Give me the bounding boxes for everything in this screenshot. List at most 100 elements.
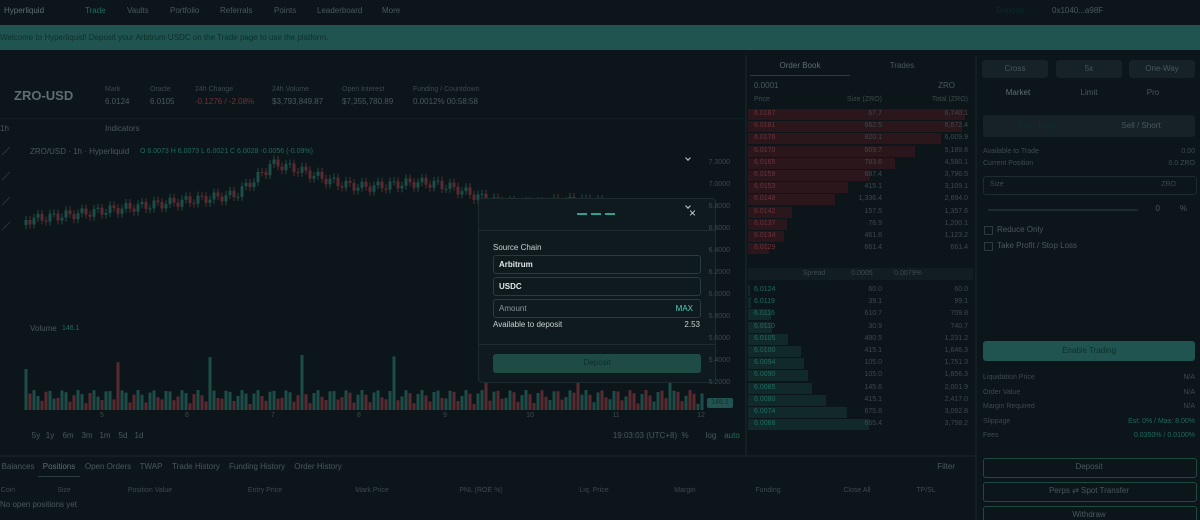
volume-bar	[212, 390, 216, 410]
bottom-tab[interactable]: TWAP	[139, 462, 163, 471]
bottom-tab[interactable]: Positions	[42, 462, 76, 471]
bottom-tab[interactable]: Order History	[294, 462, 342, 471]
nav-link[interactable]: Portfolio	[170, 6, 200, 15]
bottom-tab[interactable]: Balances	[1, 462, 35, 471]
total: 2,694.0	[944, 195, 968, 203]
price: 6.0105	[754, 334, 776, 342]
volume-bar	[24, 369, 28, 410]
nav-link[interactable]: Vaults	[127, 6, 149, 15]
enable-label[interactable]: Enable Trading	[1062, 346, 1116, 355]
candle-body	[108, 205, 112, 214]
timeframe[interactable]: 1m	[99, 431, 111, 440]
candle-body	[400, 185, 404, 189]
unit-select[interactable]: ZRO	[938, 81, 955, 90]
action-button[interactable]	[983, 506, 1197, 520]
asset-select[interactable]	[493, 277, 701, 296]
interval[interactable]: 1h	[0, 124, 9, 133]
volume-bar	[556, 391, 560, 410]
checkbox[interactable]	[984, 226, 993, 235]
column-header: Close All	[843, 487, 871, 494]
timeframe[interactable]: 1d	[134, 431, 144, 440]
buy-label[interactable]: Buy / Long	[1017, 121, 1057, 130]
scale-toggle[interactable]: log	[705, 431, 717, 440]
total: 661.4	[950, 244, 968, 252]
deposit-label[interactable]: Deposit	[583, 358, 611, 367]
candle-body	[448, 182, 452, 189]
timeframe[interactable]: 5y	[31, 431, 41, 440]
volume-bar	[360, 390, 364, 410]
price: 6.0074	[754, 408, 776, 415]
total: 3,109.1	[944, 183, 968, 191]
order-type[interactable]: Limit	[1080, 88, 1098, 97]
time-axis-label: 11	[612, 412, 620, 419]
close-button[interactable]: ×	[689, 206, 697, 220]
nav-link[interactable]: Points	[274, 6, 297, 15]
timeframe[interactable]: 3m	[81, 431, 93, 440]
volume-bar	[172, 400, 176, 410]
enable-button[interactable]	[983, 341, 1195, 361]
value: 0.00	[1181, 148, 1195, 155]
checkbox[interactable]	[984, 242, 993, 251]
deposit-button[interactable]	[493, 354, 701, 373]
volume-bar	[104, 391, 108, 410]
column-header: Position Value	[127, 487, 173, 494]
sell-label[interactable]: Sell / Short	[1121, 121, 1161, 130]
candle-body	[48, 213, 52, 222]
bottom-tab[interactable]: Open Orders	[84, 462, 132, 471]
max-button[interactable]: MAX	[675, 304, 693, 313]
nav-link[interactable]: Trade	[85, 6, 106, 15]
candle-body	[92, 208, 96, 217]
timeframe[interactable]: 6m	[62, 431, 74, 440]
candle-body	[156, 200, 160, 202]
margin-button[interactable]	[1056, 60, 1122, 78]
volume-bar	[232, 400, 236, 410]
chain-select[interactable]	[493, 255, 701, 274]
size: 39.1	[868, 298, 882, 306]
bottom-tab[interactable]: Trade History	[172, 462, 220, 471]
time-axis-label: 9	[443, 412, 447, 419]
action-label[interactable]: Withdraw	[1072, 510, 1106, 519]
wallet-address[interactable]: 0x1040...a98F	[1052, 6, 1104, 15]
total: 99.1	[954, 298, 968, 306]
scale-toggle[interactable]: auto	[724, 431, 740, 440]
size-input[interactable]	[983, 176, 1197, 195]
action-button[interactable]	[983, 458, 1197, 478]
tab[interactable]: Trades	[889, 61, 915, 70]
volume-bar	[616, 391, 620, 410]
margin-button[interactable]	[982, 60, 1048, 78]
candle-body	[364, 181, 368, 187]
candle-body	[76, 213, 80, 220]
candle-body	[412, 182, 416, 188]
timeframe[interactable]: 1y	[45, 431, 55, 440]
amount-input[interactable]	[493, 299, 701, 318]
candle-body	[352, 183, 356, 191]
margin-label[interactable]: Cross	[1004, 64, 1026, 73]
candle-body	[288, 163, 292, 165]
tick-size[interactable]: 0.0001	[754, 81, 779, 90]
label: Current Position	[983, 160, 1034, 167]
tab[interactable]: Order Book	[779, 61, 821, 70]
margin-button[interactable]	[1129, 60, 1195, 78]
symbol[interactable]: ZRO-USD	[14, 88, 74, 103]
volume-bar	[316, 390, 320, 410]
indicators-button[interactable]: Indicators	[105, 124, 140, 133]
action-label[interactable]: Deposit	[1075, 462, 1103, 471]
price: 6.0159	[754, 171, 776, 178]
filter[interactable]: Filter	[937, 462, 955, 471]
volume-bar	[92, 390, 96, 410]
action-button[interactable]	[983, 482, 1197, 502]
nav-link[interactable]: Referrals	[220, 6, 253, 15]
volume-bar	[48, 390, 52, 410]
margin-label[interactable]: One-Way	[1145, 64, 1179, 73]
slider	[988, 209, 1138, 211]
bottom-tab[interactable]: Funding History	[228, 462, 286, 471]
nav-link[interactable]: More	[382, 6, 401, 15]
action-label[interactable]: Perps ⇄ Spot Transfer	[1048, 486, 1130, 495]
order-type[interactable]: Market	[1005, 88, 1031, 97]
scale-toggle[interactable]: %	[681, 431, 689, 440]
nav-link[interactable]: Leaderboard	[317, 6, 363, 15]
timeframe[interactable]: 5d	[118, 431, 128, 440]
order-type[interactable]: Pro	[1146, 88, 1160, 97]
candle-body	[124, 203, 128, 209]
margin-label[interactable]: 5x	[1084, 64, 1094, 73]
